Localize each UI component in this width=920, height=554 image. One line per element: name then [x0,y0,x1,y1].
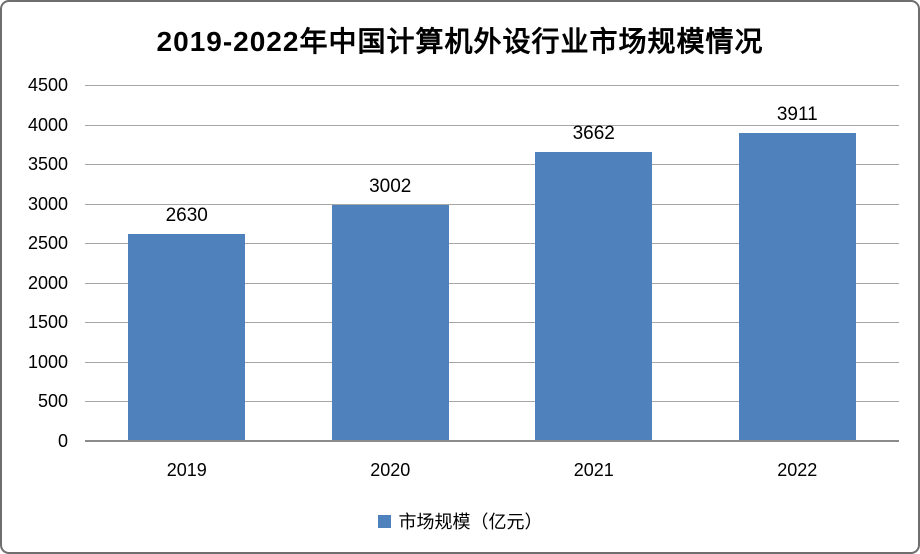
y-tick-label: 3000 [27,193,68,214]
legend: 市场规模（亿元） [2,508,918,534]
y-tick-label: 1500 [27,312,68,333]
gridline [85,322,899,324]
y-tick-label: 4000 [27,114,68,135]
gridline [85,401,899,403]
x-axis-line [85,440,899,442]
gridline [85,282,899,284]
y-tick-label: 0 [57,431,68,451]
legend-label: 市场规模（亿元） [398,512,543,532]
bar-value-label-2021: 3662 [572,123,615,145]
y-tick-label: 3500 [27,154,68,175]
bar-2020 [331,204,449,442]
gridline [85,124,899,126]
bar-value-label-2020: 3002 [369,175,412,197]
legend-swatch-icon [377,514,391,528]
x-tick-label-2022: 2022 [777,460,818,480]
bar-2019 [128,233,246,442]
gridline [85,243,899,245]
y-tick-label: 4500 [27,75,68,95]
y-tick-label: 1000 [27,351,68,372]
gridline [85,361,899,363]
gridline [85,85,899,86]
bar-2022 [738,132,856,442]
bar-value-label-2019: 2630 [165,204,208,226]
bar-2021 [535,152,653,442]
x-tick-label-2021: 2021 [573,460,614,480]
plot-area: 2630 3002 3662 3911 [85,85,899,442]
y-tick-label: 2000 [27,272,68,293]
chart-title: 2019-2022年中国计算机外设行业市场规模情况 [156,26,764,57]
y-tick-label: 2500 [27,233,68,254]
x-tick-label-2020: 2020 [370,460,411,480]
x-tick-label-2019: 2019 [166,460,207,480]
bar-value-label-2022: 3911 [776,103,818,125]
gridline [85,203,899,205]
gridline [85,164,899,166]
y-tick-label: 500 [37,391,68,412]
